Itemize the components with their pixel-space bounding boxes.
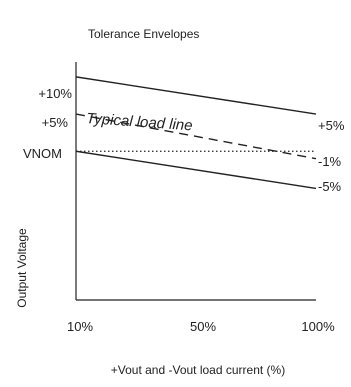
y-tick-label-plus10: +10% <box>38 86 72 101</box>
series-line-lower <box>75 150 317 190</box>
y-tick-label-plus5: +5% <box>42 115 69 130</box>
x-tick-label-50: 50% <box>190 319 216 334</box>
x-tick-label-10: 10% <box>67 319 93 334</box>
chart-title: Tolerance Envelopes <box>88 27 199 41</box>
y-tick-label-vnom: VNOM <box>23 146 62 161</box>
edge-label-typical: -1% <box>318 154 342 169</box>
series-layer <box>75 76 317 190</box>
x-axis-label: +Vout and -Vout load current (%) <box>111 363 285 377</box>
annotation-typical-load-line: Typical load line <box>86 110 193 134</box>
edge-label-upper: +5% <box>318 118 345 133</box>
edge-label-lower: -5% <box>318 179 342 194</box>
y-axis-label: Output Voltage <box>15 228 29 308</box>
x-tick-label-100: 100% <box>301 319 335 334</box>
series-line-upper <box>75 76 317 115</box>
